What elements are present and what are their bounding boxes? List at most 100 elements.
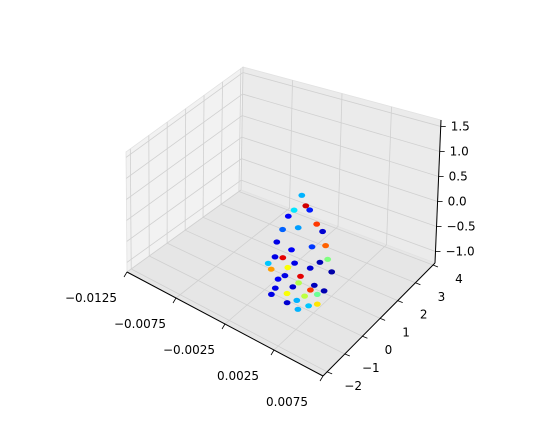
z-tick-label: 0.5	[449, 169, 468, 183]
grid-line-z-left	[126, 115, 243, 200]
grid-line-x-floor	[126, 189, 242, 273]
grid-line-z-back	[241, 179, 436, 252]
z-tick-label: −0.5	[447, 220, 476, 234]
data-point	[307, 287, 314, 293]
data-point	[313, 301, 321, 307]
grid-line-z-left	[126, 158, 242, 242]
grid-line-x-floor	[224, 226, 339, 325]
data-point	[328, 269, 336, 275]
data-point	[306, 265, 314, 271]
data-point	[313, 291, 321, 297]
x-tick-mark	[319, 375, 324, 382]
y-tick-mark	[326, 371, 333, 375]
z-tick-label: 1.5	[451, 119, 470, 133]
data-point	[320, 288, 328, 294]
grid-lines	[125, 66, 442, 377]
grid-line-y-floor	[202, 216, 398, 301]
y-tick-mark	[362, 335, 368, 339]
x-tick-label: 0.0025	[217, 369, 259, 383]
data-point	[281, 273, 289, 279]
grid-line-y-left	[184, 108, 187, 231]
grid-line-x-floor	[273, 244, 387, 351]
data-point	[319, 228, 326, 235]
y-tick-label: −1	[362, 361, 380, 375]
grid-line-x-back	[240, 66, 244, 191]
data-point	[305, 303, 312, 309]
data-point	[279, 226, 286, 233]
data-point	[313, 221, 321, 227]
grid-line-z-back	[242, 93, 440, 152]
data-point	[271, 285, 279, 291]
data-point	[283, 300, 291, 306]
data-point	[324, 256, 332, 262]
grid-line-z-left	[125, 93, 243, 179]
y-tick-label: 3	[438, 290, 446, 304]
data-point	[284, 213, 292, 219]
data-point	[290, 207, 298, 213]
x-tick-mark	[123, 271, 128, 278]
data-point	[289, 284, 297, 290]
data-point	[294, 225, 302, 231]
y-tick-mark	[379, 317, 386, 321]
y-tick-label: 0	[385, 343, 393, 357]
z-tick-label: −1.0	[445, 245, 474, 259]
data-point	[310, 282, 318, 288]
grid-line-z-back	[242, 115, 439, 177]
grid-line-y-left	[220, 81, 223, 205]
data-point	[308, 244, 316, 250]
grid-line-y-floor	[220, 203, 416, 284]
grid-line-z-left	[126, 136, 243, 221]
data-point	[306, 207, 314, 213]
data-point	[288, 247, 295, 253]
grid-line-z-left	[125, 72, 244, 158]
grid-line-y-floor	[238, 191, 434, 266]
data-point	[293, 297, 301, 303]
x-tick-mark	[270, 349, 275, 356]
data-point	[294, 306, 302, 312]
z-axis-line	[434, 119, 442, 264]
data-point	[273, 239, 281, 245]
y-tick-mark	[397, 300, 403, 304]
grid-line-y-floor	[149, 255, 346, 355]
y-tick-mark	[415, 282, 421, 286]
data-point	[264, 260, 272, 266]
grid-line-y-floor	[131, 268, 328, 373]
grid-line-z-left	[126, 179, 242, 263]
y-tick-label: 4	[455, 272, 463, 286]
grid-line-x-back	[337, 93, 343, 227]
grid-line-y-left	[238, 68, 242, 192]
data-point	[295, 280, 302, 286]
y-tick-label: 1	[402, 325, 410, 339]
x-tick-mark	[221, 323, 226, 330]
data-point	[316, 259, 324, 265]
data-point	[291, 260, 298, 266]
x-tick-label: −0.0075	[114, 317, 166, 331]
data-point	[268, 291, 275, 297]
data-point	[274, 276, 282, 282]
grid-line-x-back	[289, 80, 293, 209]
grid-line-z-back	[241, 136, 438, 202]
data-point	[284, 264, 292, 271]
grid-line-y-floor	[166, 242, 363, 337]
data-point	[322, 243, 329, 249]
y-tick-label: −2	[344, 379, 362, 393]
x-tick-label: −0.0025	[163, 343, 215, 357]
grid-line-x-back	[386, 106, 392, 245]
data-point	[302, 203, 310, 209]
z-tick-label: 1.0	[450, 144, 469, 158]
data-point	[267, 266, 275, 272]
data-points	[264, 192, 336, 312]
x-tick-label: 0.0075	[266, 395, 308, 409]
grid-line-x-floor	[175, 207, 290, 299]
grid-line-z-back	[241, 158, 437, 227]
data-point	[301, 293, 308, 299]
x-tick-mark	[172, 297, 177, 304]
x-tick-label: −0.0125	[65, 291, 117, 305]
grid-line-y-left	[202, 95, 205, 218]
grid-line-y-left	[129, 148, 132, 269]
data-point	[283, 290, 291, 297]
data-point	[271, 254, 279, 260]
y-tick-mark	[344, 353, 350, 357]
